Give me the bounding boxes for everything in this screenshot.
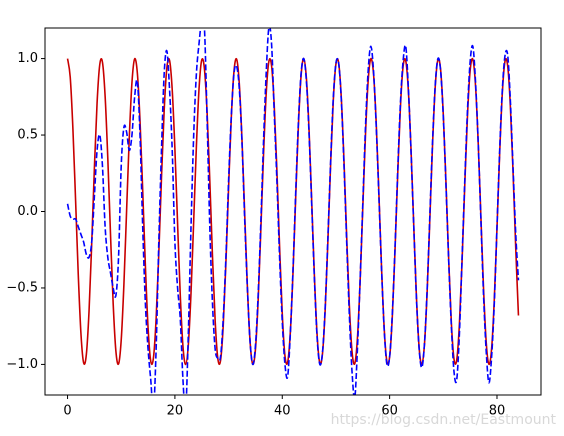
plot-lines [66,28,520,395]
x-tick-label: 60 [381,404,398,419]
x-tick-label: 20 [167,404,184,419]
x-tick-label: 40 [274,404,291,419]
y-tick-label: 1.0 [17,51,38,66]
y-tick-label: −0.5 [6,280,38,295]
y-tick-label: −1.0 [6,357,38,372]
y-tick-label: 0.5 [17,128,38,143]
watermark: https://blog.csdn.net/Eastmount [331,412,557,428]
series-line [66,57,520,366]
x-tick-label: 0 [63,404,71,419]
x-tick-label: 80 [489,404,506,419]
series-line [66,28,520,395]
y-tick-label: 0.0 [17,204,38,219]
